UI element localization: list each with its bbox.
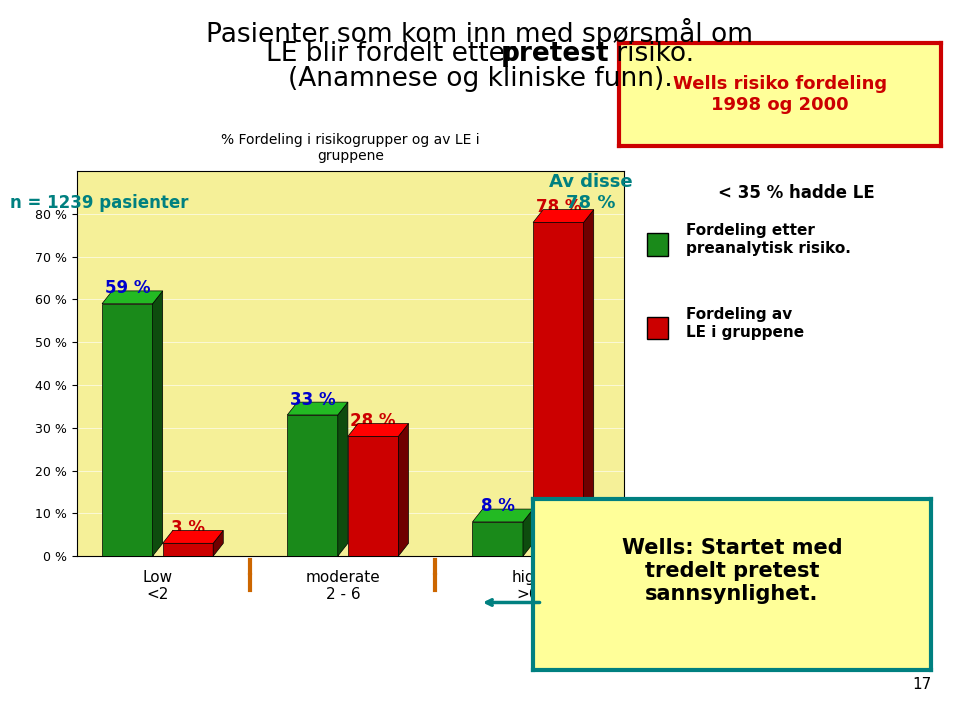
Text: pretest: pretest	[500, 41, 610, 67]
Text: 3 %: 3 %	[171, 519, 204, 537]
Polygon shape	[472, 509, 533, 522]
Polygon shape	[338, 402, 348, 556]
Text: % Fordeling i risikogrupper og av LE i
gruppene: % Fordeling i risikogrupper og av LE i g…	[221, 133, 480, 163]
Polygon shape	[398, 424, 409, 556]
Polygon shape	[213, 530, 224, 556]
Text: Fordeling etter
preanalytisk risiko.: Fordeling etter preanalytisk risiko.	[686, 223, 851, 256]
Bar	[647, 233, 668, 255]
Polygon shape	[533, 210, 593, 222]
Text: Wells risiko fordeling
1998 og 2000: Wells risiko fordeling 1998 og 2000	[673, 75, 887, 114]
Bar	[647, 317, 668, 339]
Text: Av disse
78 %: Av disse 78 %	[548, 173, 633, 212]
Polygon shape	[523, 509, 533, 556]
Text: LE blir fordelt etter            risiko.: LE blir fordelt etter risiko.	[266, 41, 694, 67]
Text: Fordeling av
LE i gruppene: Fordeling av LE i gruppene	[686, 307, 804, 339]
Polygon shape	[472, 522, 523, 556]
Text: 8 %: 8 %	[481, 498, 515, 515]
Polygon shape	[533, 222, 584, 556]
Text: Wells: Startet med
tredelt pretest
sannsynlighet.: Wells: Startet med tredelt pretest sanns…	[622, 538, 842, 604]
Polygon shape	[287, 415, 338, 556]
Text: 78 %: 78 %	[536, 198, 581, 216]
Polygon shape	[287, 402, 348, 415]
Polygon shape	[162, 543, 213, 556]
Polygon shape	[348, 436, 398, 556]
Text: 59 %: 59 %	[105, 279, 150, 297]
Polygon shape	[162, 530, 224, 543]
Polygon shape	[153, 291, 162, 556]
Text: n = 1239 pasienter: n = 1239 pasienter	[10, 194, 188, 212]
Polygon shape	[102, 304, 153, 556]
Text: 28 %: 28 %	[350, 412, 396, 430]
Text: 17: 17	[912, 677, 931, 692]
Text: 33 %: 33 %	[290, 391, 335, 409]
Text: Pasienter som kom inn med spørsmål om: Pasienter som kom inn med spørsmål om	[206, 18, 754, 48]
Text: < 35 % hadde LE: < 35 % hadde LE	[718, 183, 876, 202]
Polygon shape	[584, 210, 593, 556]
Polygon shape	[348, 424, 409, 436]
Text: (Anamnese og kliniske funn).: (Anamnese og kliniske funn).	[288, 66, 672, 91]
Polygon shape	[102, 291, 162, 304]
